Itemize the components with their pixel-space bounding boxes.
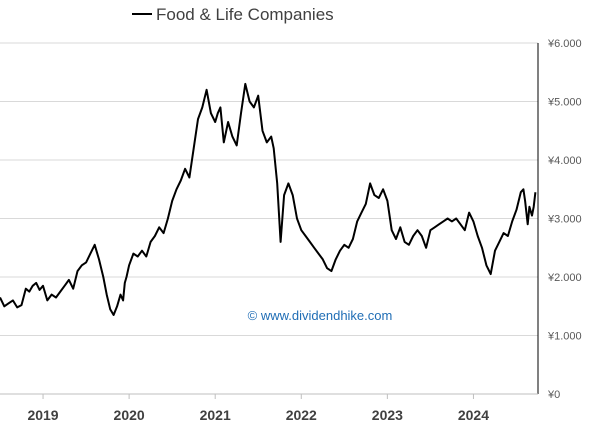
y-tick-label: ¥6.000 [547,38,582,50]
x-tick-label: 2019 [27,407,58,423]
x-tick-label: 2022 [286,407,317,423]
x-tick-label: 2020 [114,407,145,423]
x-tick-label: 2023 [372,407,403,423]
y-tick-label: ¥0 [547,389,560,401]
y-tick-label: ¥5.000 [547,97,582,109]
x-tick-label: 2021 [200,407,231,423]
series-layer [0,82,537,316]
y-tick-label: ¥1.000 [547,331,582,343]
axes: ¥0 ¥1.000 ¥2.000 ¥3.000 ¥4.000 ¥5.000 ¥6.000 20… [0,38,582,423]
legend: Food & Life Companies [132,5,334,24]
y-tick-label: ¥2.000 [547,272,582,284]
legend-label: Food & Life Companies [156,5,334,24]
y-tick-label: ¥3.000 [547,214,582,226]
series-line [0,82,537,316]
gridlines [0,42,538,395]
watermark-text: © www.dividendhike.com [248,308,393,323]
x-tick-label: 2024 [458,407,489,423]
y-tick-label: ¥4.000 [547,155,582,167]
